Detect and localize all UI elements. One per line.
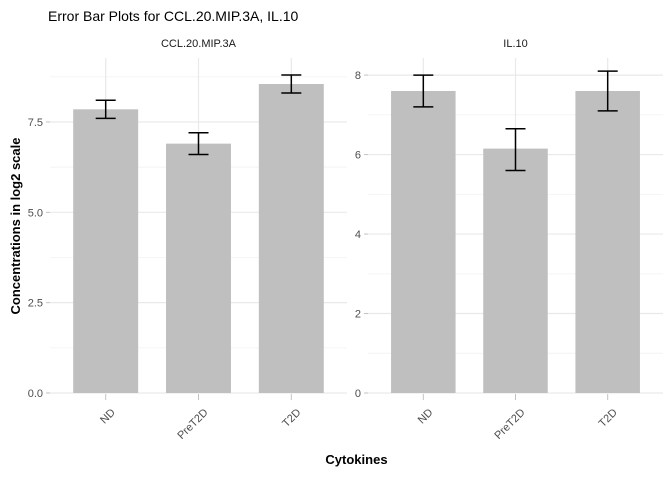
bar-CCL.20.MIP.3A-T2D (258, 84, 324, 394)
bar-IL.10-PreT2D (483, 148, 548, 393)
y-tick-label: 2 (355, 309, 361, 321)
y-tick-label: 2.5 (28, 298, 43, 310)
plot-title: Error Bar Plots for CCL.20.MIP.3A, IL.10 (48, 8, 299, 24)
x-tick-label: PreT2D (492, 407, 527, 442)
x-tick-label: T2D (597, 407, 620, 430)
bar-IL.10-T2D (575, 90, 640, 393)
bar-CCL.20.MIP.3A-ND (73, 109, 139, 393)
x-tick-label: PreT2D (175, 407, 210, 442)
y-tick-label: 7.5 (28, 117, 43, 129)
facet-strip-ccl20mip3a: CCL.20.MIP.3A (160, 38, 236, 50)
bar-CCL.20.MIP.3A-PreT2D (166, 143, 231, 393)
y-tick-label: 5.0 (28, 207, 43, 219)
y-tick-label: 6 (355, 150, 361, 162)
x-tick-label: T2D (280, 407, 303, 430)
facet-strip-il10: IL.10 (503, 38, 528, 50)
y-tick-label: 0 (355, 388, 361, 400)
x-axis-title: Cytokines (325, 452, 388, 467)
y-tick-label: 8 (355, 70, 361, 82)
x-tick-label: ND (98, 407, 118, 427)
y-tick-label: 4 (355, 229, 361, 241)
bar-IL.10-ND (391, 90, 456, 393)
y-tick-label: 0.0 (28, 388, 43, 400)
x-tick-label: ND (416, 407, 436, 427)
